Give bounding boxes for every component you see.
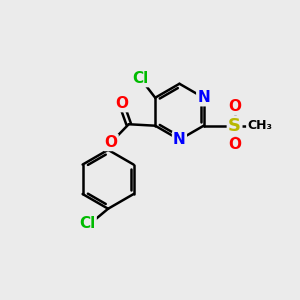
Text: N: N (173, 132, 186, 147)
Text: Cl: Cl (80, 216, 96, 231)
Text: CH₃: CH₃ (247, 119, 272, 132)
Text: S: S (228, 117, 241, 135)
Text: N: N (197, 90, 210, 105)
Text: O: O (228, 137, 241, 152)
Text: O: O (228, 99, 241, 114)
Text: Cl: Cl (132, 71, 148, 86)
Text: O: O (115, 96, 128, 111)
Text: O: O (105, 135, 118, 150)
